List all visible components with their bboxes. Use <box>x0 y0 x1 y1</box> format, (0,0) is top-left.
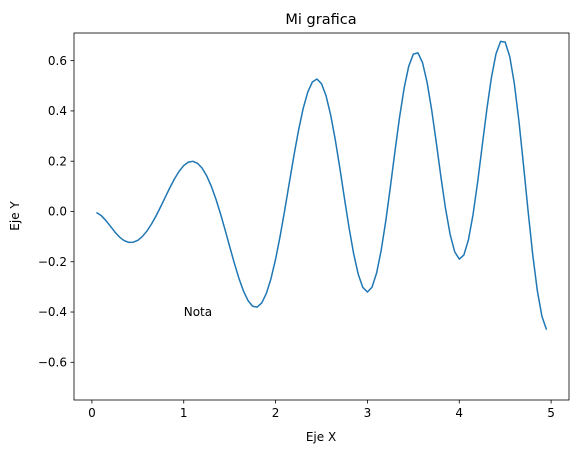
x-tick-label: 4 <box>455 406 463 420</box>
x-tick-label: 0 <box>88 406 96 420</box>
y-tick-label: 0.4 <box>48 104 67 118</box>
x-tick-label: 2 <box>272 406 280 420</box>
y-tick-label: −0.6 <box>38 355 67 369</box>
x-tick-label: 1 <box>180 406 188 420</box>
x-axis-label: Eje X <box>306 430 336 444</box>
y-axis-label: Eje Y <box>8 201 22 231</box>
y-tick-label: −0.2 <box>38 255 67 269</box>
x-tick-label: 3 <box>364 406 372 420</box>
y-tick-label: 0.0 <box>48 205 67 219</box>
chart-title: Mi grafica <box>285 12 356 28</box>
y-tick-label: 0.2 <box>48 154 67 168</box>
x-tick-label: 5 <box>547 406 555 420</box>
y-tick-label: −0.4 <box>38 305 67 319</box>
annotation-text: Nota <box>184 305 212 319</box>
y-tick-label: 0.6 <box>48 54 67 68</box>
